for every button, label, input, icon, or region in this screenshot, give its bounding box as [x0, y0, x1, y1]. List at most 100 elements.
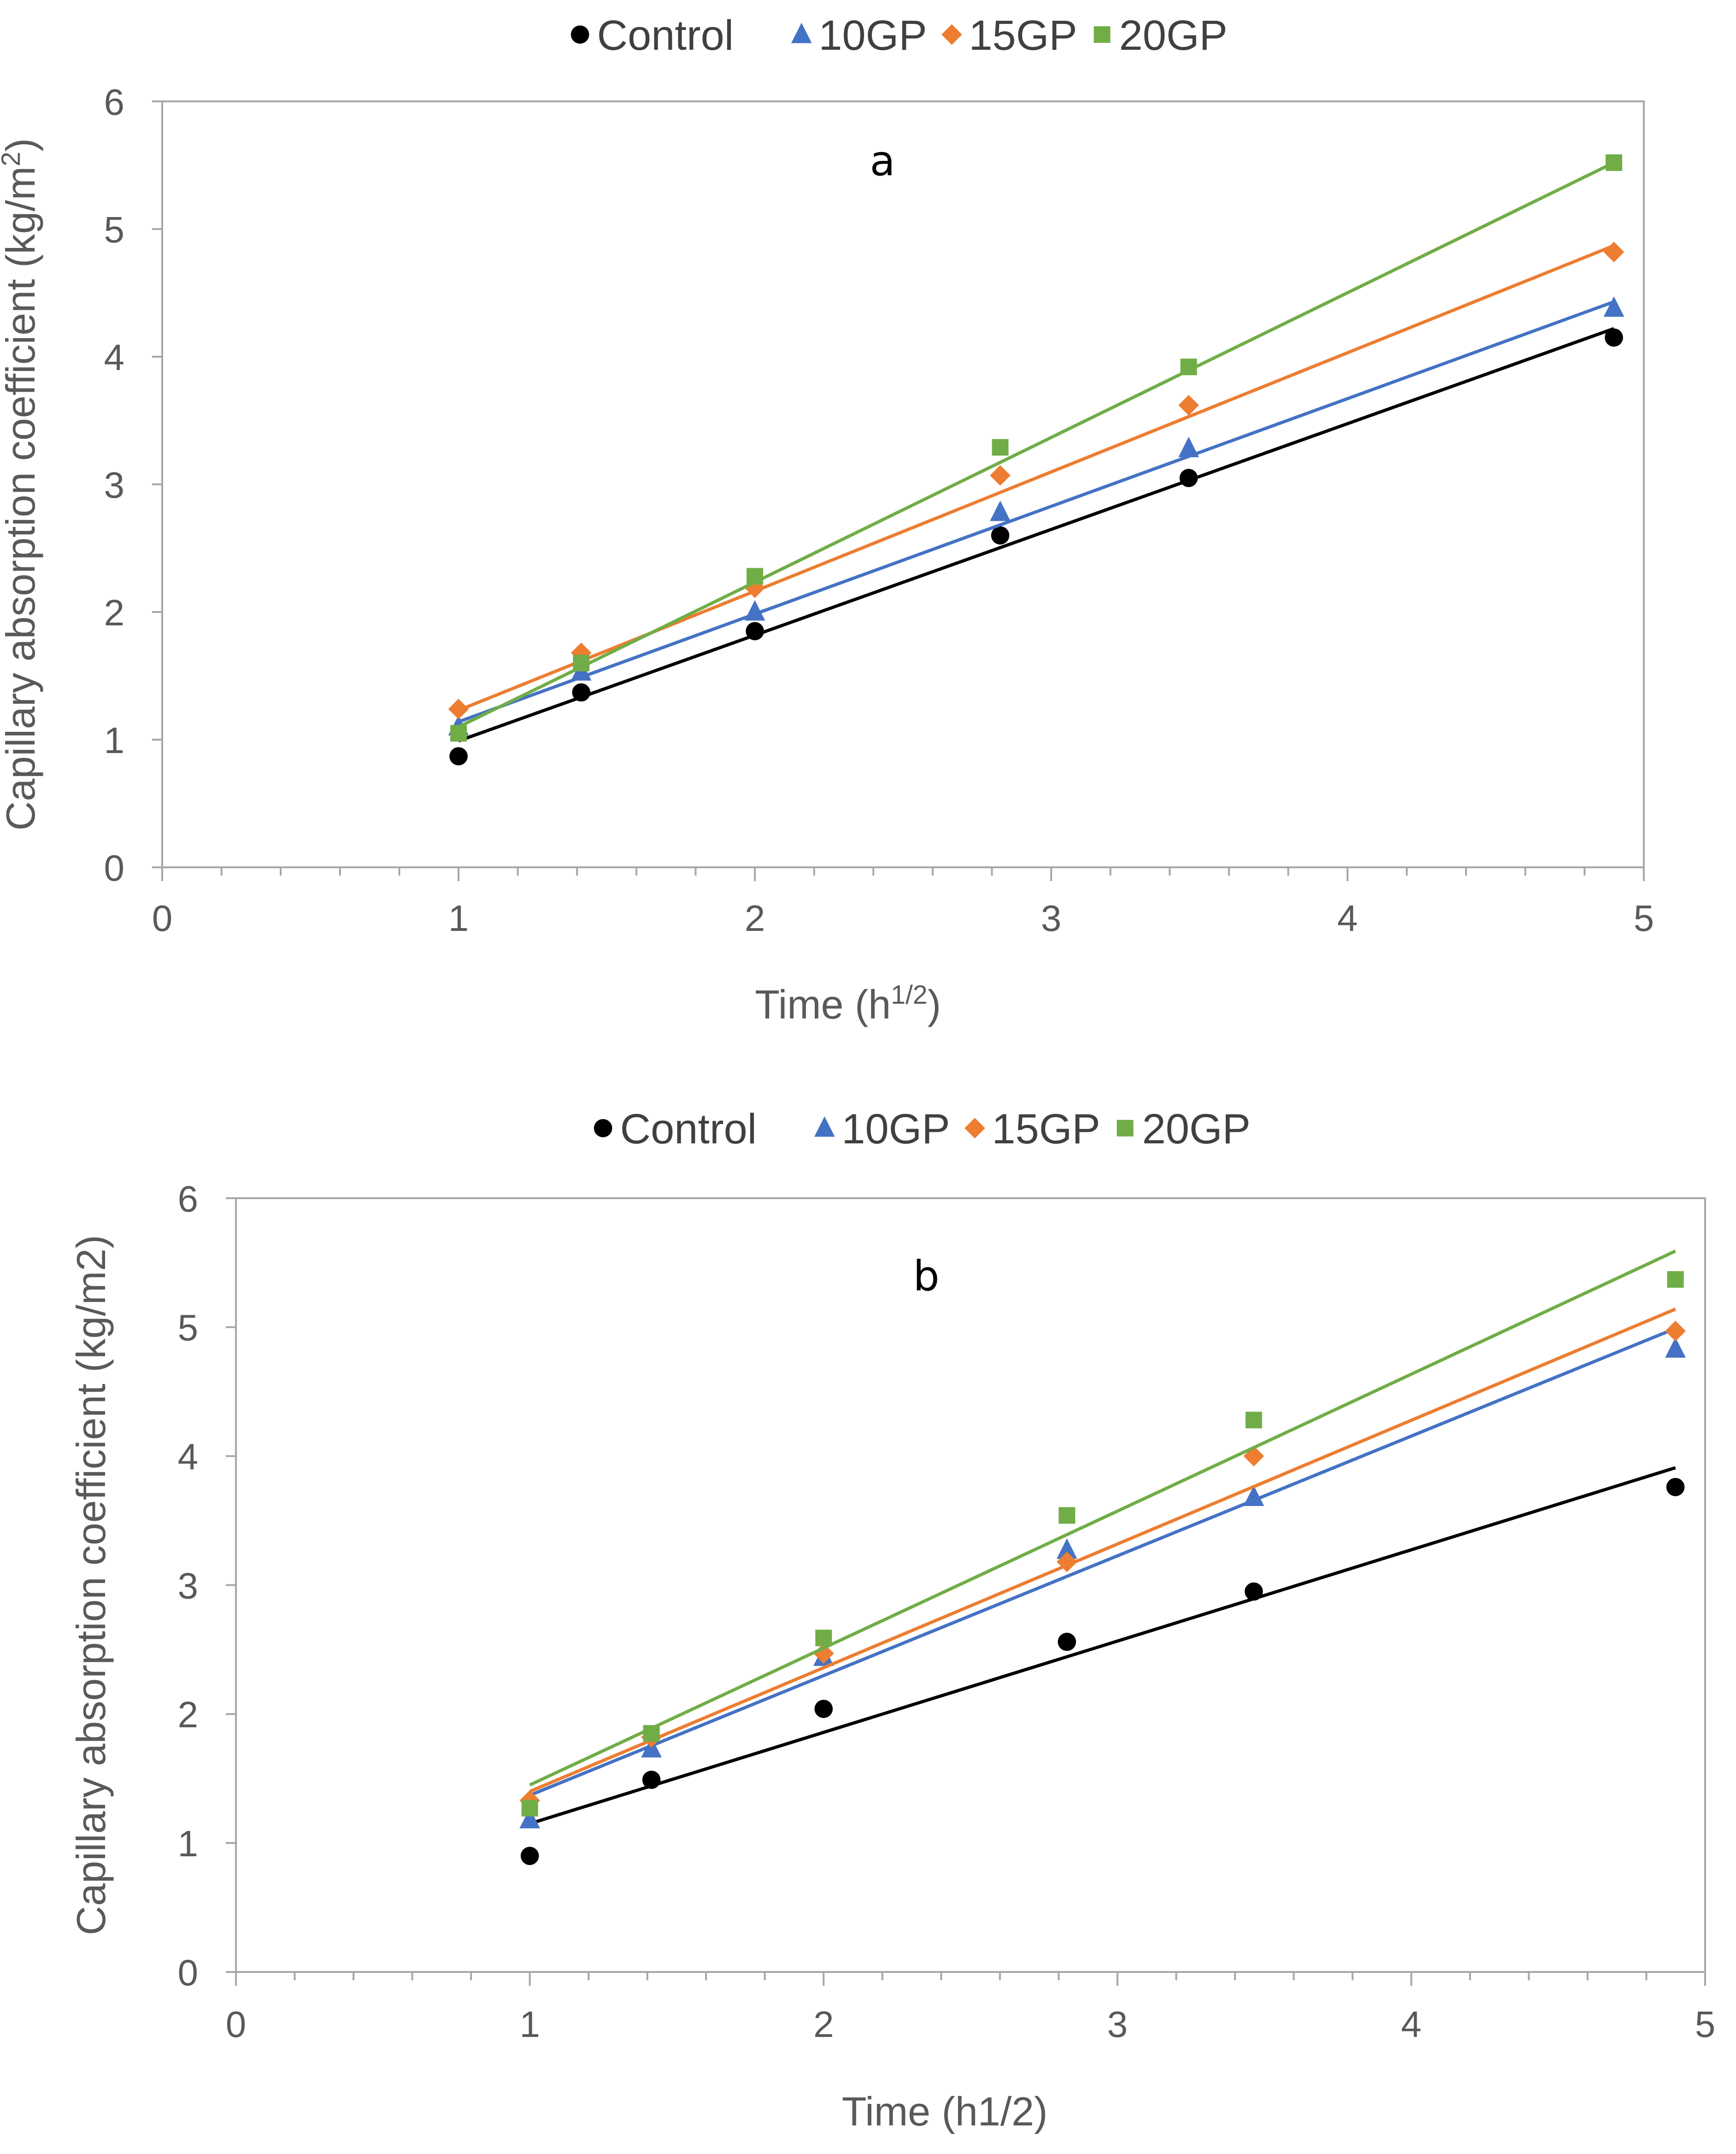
- x-tick-label: 4: [1337, 898, 1358, 939]
- x-tick-label: 1: [519, 2004, 540, 2045]
- trendline-control: [458, 327, 1615, 743]
- legend-label: 15GP: [992, 1106, 1100, 1153]
- data-point-15gp: [448, 699, 469, 719]
- legend-label: 10GP: [842, 1106, 950, 1153]
- data-point-control: [572, 683, 591, 702]
- series-15gp: [519, 1307, 1686, 1811]
- data-point-10gp: [1603, 296, 1624, 317]
- data-point-15gp: [1178, 394, 1199, 416]
- series-10gp: [519, 1327, 1686, 1829]
- series-control: [449, 327, 1623, 765]
- panel-label: b: [913, 1252, 939, 1301]
- y-tick-label: 0: [178, 1952, 199, 1993]
- x-axis-title: Time (h1/2): [755, 980, 941, 1027]
- data-point-20gp: [1059, 1507, 1076, 1524]
- data-point-10gp: [1056, 1538, 1077, 1559]
- data-point-control: [991, 526, 1010, 545]
- data-point-control: [814, 1700, 833, 1718]
- x-axis-title: Time (h1/2): [842, 2089, 1048, 2134]
- series-15gp: [448, 241, 1624, 719]
- y-axis-title: Capillary absorption coefficient (kg/m2): [68, 1235, 114, 1936]
- y-tick-label: 2: [178, 1694, 199, 1735]
- data-point-20gp: [573, 654, 590, 671]
- data-point-control: [1179, 469, 1198, 487]
- data-point-20gp: [521, 1800, 538, 1817]
- data-point-control: [1666, 1478, 1685, 1496]
- x-tick-label: 5: [1695, 2004, 1716, 2045]
- data-point-15gp: [1603, 241, 1624, 263]
- data-point-20gp: [450, 725, 467, 742]
- x-tick-label: 2: [813, 2004, 834, 2045]
- series-control: [520, 1466, 1685, 1865]
- chart-panel-a: 0 1 2 3 4 5 0 1 2 3 4 5 6 Time (h1/2) Capillary absorp…: [0, 12, 1654, 1027]
- data-point-control: [449, 747, 468, 765]
- plot-area: [235, 1197, 1706, 1973]
- y-tick-label: 2: [104, 592, 125, 633]
- data-point-15gp: [813, 1643, 834, 1664]
- data-point-10gp: [1665, 1337, 1686, 1358]
- panel-label: a: [870, 137, 895, 185]
- x-tick-label: 3: [1041, 898, 1062, 939]
- trendline-15gp: [529, 1307, 1676, 1793]
- legend-marker-10gp: [791, 23, 812, 43]
- y-tick-label: 1: [178, 1823, 199, 1864]
- y-tick-label: 4: [104, 337, 125, 378]
- data-point-20gp: [815, 1630, 832, 1647]
- data-point-10gp: [1243, 1485, 1264, 1506]
- data-point-15gp: [1056, 1551, 1077, 1572]
- trendline-10gp: [458, 300, 1615, 724]
- data-point-20gp: [1180, 359, 1197, 376]
- data-point-control: [642, 1771, 661, 1789]
- data-point-20gp: [992, 439, 1009, 456]
- series-20gp: [450, 154, 1623, 742]
- x-tick-label: 3: [1107, 2004, 1128, 2045]
- data-point-control: [1244, 1582, 1263, 1601]
- data-point-20gp: [1245, 1412, 1262, 1429]
- legend-label: 20GP: [1142, 1106, 1250, 1153]
- trendline-10gp: [529, 1327, 1676, 1797]
- data-point-10gp: [990, 500, 1011, 521]
- x-tick-label: 1: [448, 898, 469, 939]
- legend-marker-15gp: [964, 1118, 985, 1139]
- data-point-20gp: [747, 568, 763, 585]
- y-tick-label: 3: [178, 1565, 199, 1606]
- data-point-20gp: [1606, 154, 1623, 171]
- x-tick-label: 5: [1634, 898, 1654, 939]
- y-tick-label: 6: [178, 1178, 199, 1219]
- legend-label: 15GP: [969, 12, 1077, 59]
- legend-marker-control: [571, 25, 589, 44]
- data-point-15gp: [990, 465, 1011, 486]
- x-tick-label: 0: [152, 898, 173, 939]
- y-tick-label: 1: [104, 720, 125, 761]
- chart-panel-b: 0 1 2 3 4 5 0 1 2 3 4 5 6 Time (h1/2) Capillary absorp…: [68, 1106, 1715, 2134]
- series-10gp: [448, 296, 1624, 736]
- data-point-10gp: [519, 1808, 540, 1829]
- legend-marker-control: [594, 1119, 612, 1137]
- series-20gp: [521, 1249, 1684, 1817]
- legend: Control 10GP 15GP 20GP: [571, 12, 1228, 59]
- legend: Control 10GP 15GP 20GP: [594, 1106, 1251, 1153]
- legend-marker-20gp: [1117, 1120, 1134, 1136]
- y-tick-label: 6: [104, 82, 125, 123]
- data-point-control: [1605, 328, 1623, 347]
- y-tick-label: 4: [178, 1436, 199, 1477]
- y-tick-label: 5: [178, 1307, 199, 1348]
- data-point-10gp: [1178, 436, 1199, 458]
- y-tick-label: 0: [104, 847, 125, 889]
- data-point-20gp: [643, 1725, 660, 1742]
- trendline-20gp: [458, 161, 1615, 729]
- plot-area: [161, 100, 1645, 868]
- y-tick-label: 3: [104, 465, 125, 506]
- data-point-control: [746, 622, 764, 641]
- legend-marker-15gp: [941, 24, 962, 45]
- data-point-20gp: [1667, 1271, 1684, 1288]
- legend-label: 20GP: [1119, 12, 1227, 59]
- data-point-15gp: [1665, 1320, 1686, 1342]
- legend-label: Control: [597, 12, 734, 59]
- legend-marker-20gp: [1094, 26, 1111, 43]
- data-point-control: [520, 1847, 539, 1865]
- x-tick-label: 4: [1401, 2004, 1422, 2045]
- data-point-15gp: [1243, 1446, 1264, 1466]
- x-tick-label: 0: [226, 2004, 247, 2045]
